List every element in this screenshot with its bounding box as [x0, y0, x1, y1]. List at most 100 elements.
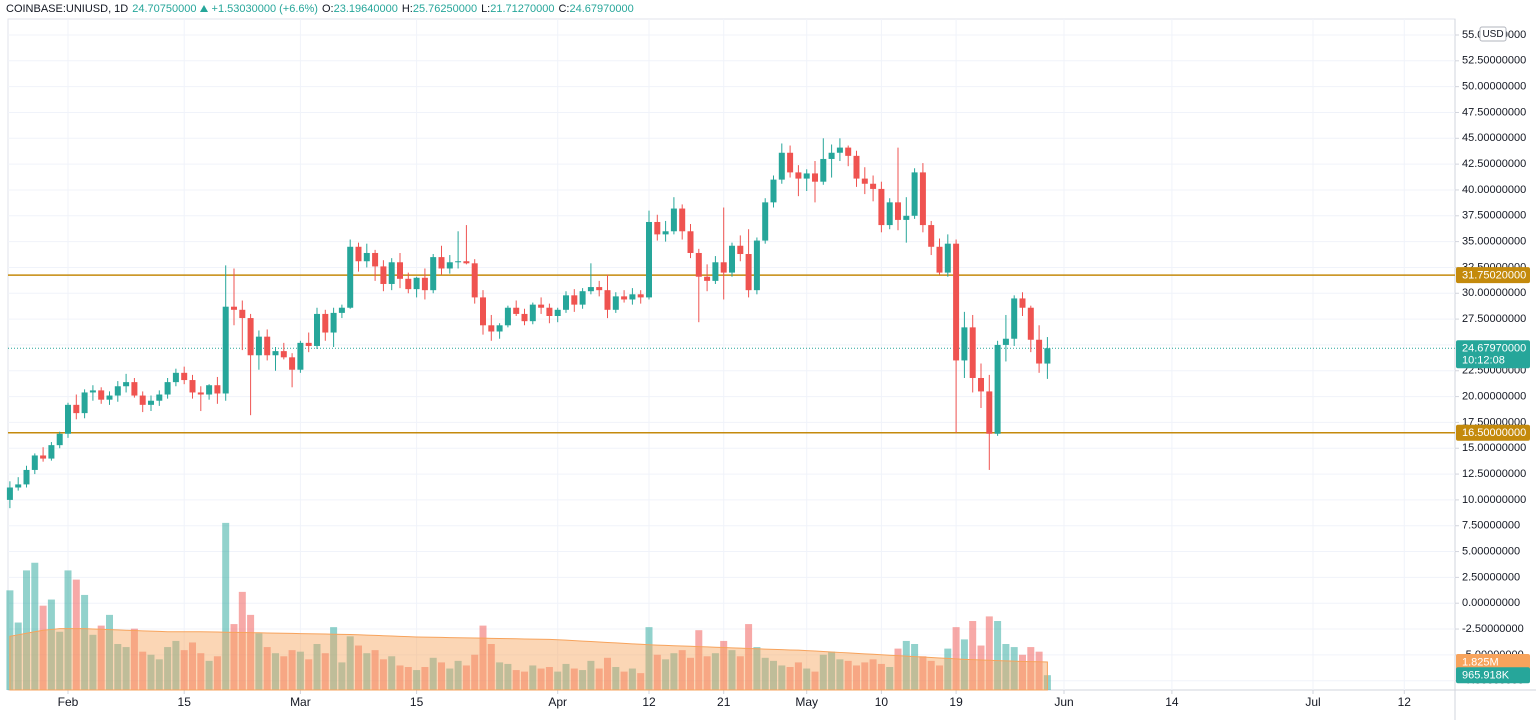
change: +1.53030000 (+6.6%) — [211, 3, 318, 15]
x-tick-label: 15 — [178, 695, 192, 709]
volume-bar — [570, 668, 578, 690]
candle-body — [338, 307, 345, 313]
volume-bar — [1035, 651, 1043, 690]
volume-bar — [213, 656, 221, 690]
level-badge-bg — [1456, 267, 1530, 284]
candle-body — [189, 380, 196, 393]
volume-bar — [803, 668, 811, 690]
volume-bar — [770, 660, 777, 690]
candle-body — [347, 246, 354, 308]
candle-body — [438, 257, 445, 269]
candle-body — [753, 240, 760, 291]
candle-body — [197, 392, 204, 395]
candle-body — [106, 395, 113, 400]
volume-bar — [205, 660, 213, 690]
volume-bar — [346, 636, 354, 690]
volume-bar — [487, 644, 495, 690]
candle-body — [778, 152, 785, 180]
candle-body — [845, 147, 852, 156]
candle-body — [637, 294, 644, 298]
volume-bar — [695, 630, 703, 690]
candle-body — [15, 484, 22, 488]
x-tick-label: 12 — [1398, 695, 1412, 709]
candle-body — [679, 208, 686, 232]
x-tick-label: 14 — [1165, 695, 1179, 709]
x-tick-label: 21 — [717, 695, 731, 709]
last-price: 24.70750000 — [132, 3, 197, 15]
candle-body — [836, 147, 843, 153]
candle-body — [604, 290, 611, 310]
volume-badge: 965.918K — [1462, 670, 1510, 682]
candle-body — [986, 391, 993, 434]
volume-bar — [595, 668, 603, 690]
candle-body — [704, 276, 711, 281]
volume-bar — [612, 667, 620, 690]
volume-bar — [180, 650, 188, 690]
candle-body — [89, 390, 96, 393]
volume-bar — [969, 621, 977, 690]
volume-bar — [247, 614, 255, 690]
volume-bar — [670, 653, 678, 690]
y-tick-label: 47.50000000 — [1462, 106, 1526, 118]
x-tick-label: 15 — [410, 695, 424, 709]
ohlc: O:23.19640000 H:25.76250000 L:21.71270000 C… — [322, 3, 638, 15]
candle-body — [40, 455, 47, 459]
volume-bar — [894, 648, 902, 690]
y-tick-label: 0.00000000 — [1462, 597, 1520, 609]
volume-bar — [330, 627, 338, 690]
volume-bar — [1010, 647, 1018, 690]
y-tick-label: 35.00000000 — [1462, 236, 1526, 248]
volume-bar — [844, 660, 852, 690]
candle-body — [280, 351, 287, 358]
y-tick-label: -2.50000000 — [1462, 623, 1524, 635]
candle-body — [654, 221, 661, 235]
candle-body — [255, 336, 262, 356]
volume-bar — [338, 662, 346, 690]
candle-body — [911, 172, 918, 216]
volume-bar — [645, 627, 653, 690]
candle-body — [1027, 307, 1034, 340]
candle-body — [421, 277, 428, 291]
level-badge-bg — [1456, 424, 1530, 441]
candle-body — [1011, 298, 1018, 339]
volume-bar — [703, 656, 711, 690]
candle-body — [1036, 339, 1043, 364]
volume-bar — [438, 662, 445, 690]
y-tick-label: 30.00000000 — [1462, 287, 1526, 299]
volume-bar — [413, 670, 421, 690]
candle-body — [463, 261, 470, 264]
volume-bar — [272, 653, 279, 690]
candle-body — [480, 297, 486, 326]
x-tick-label: 10 — [875, 695, 889, 709]
volume-bar — [230, 624, 238, 690]
candle-body — [305, 342, 312, 346]
volume-bar — [662, 659, 670, 690]
candle-body — [330, 312, 337, 333]
candle-body — [172, 372, 179, 383]
volume-bar — [861, 662, 869, 690]
candle-body — [621, 296, 628, 300]
volume-bar — [429, 657, 437, 690]
y-tick-label: 50.00000000 — [1462, 81, 1526, 93]
candle-body — [596, 287, 603, 291]
volume-bar — [238, 591, 246, 690]
volume-bar — [114, 644, 122, 690]
candle-body — [729, 245, 735, 273]
volume-bar — [521, 671, 528, 690]
candle-body — [737, 245, 744, 255]
x-tick-label: Apr — [548, 695, 567, 709]
candle-body — [81, 392, 88, 414]
up-arrow — [200, 5, 209, 12]
volume-bar — [529, 665, 537, 690]
y-tick-label: 52.50000000 — [1462, 55, 1526, 67]
x-tick-label: Jun — [1054, 695, 1073, 709]
candle-body — [455, 261, 462, 263]
candle-body — [181, 372, 188, 381]
x-tick-label: Mar — [290, 695, 311, 709]
last-price-badge-bg — [1456, 340, 1530, 369]
candle-body — [355, 246, 362, 262]
candle-body — [297, 342, 304, 370]
y-tick-label: 20.00000000 — [1462, 390, 1526, 402]
volume-bar — [1019, 654, 1026, 690]
ohlc-value: 21.71270000 — [490, 3, 555, 15]
